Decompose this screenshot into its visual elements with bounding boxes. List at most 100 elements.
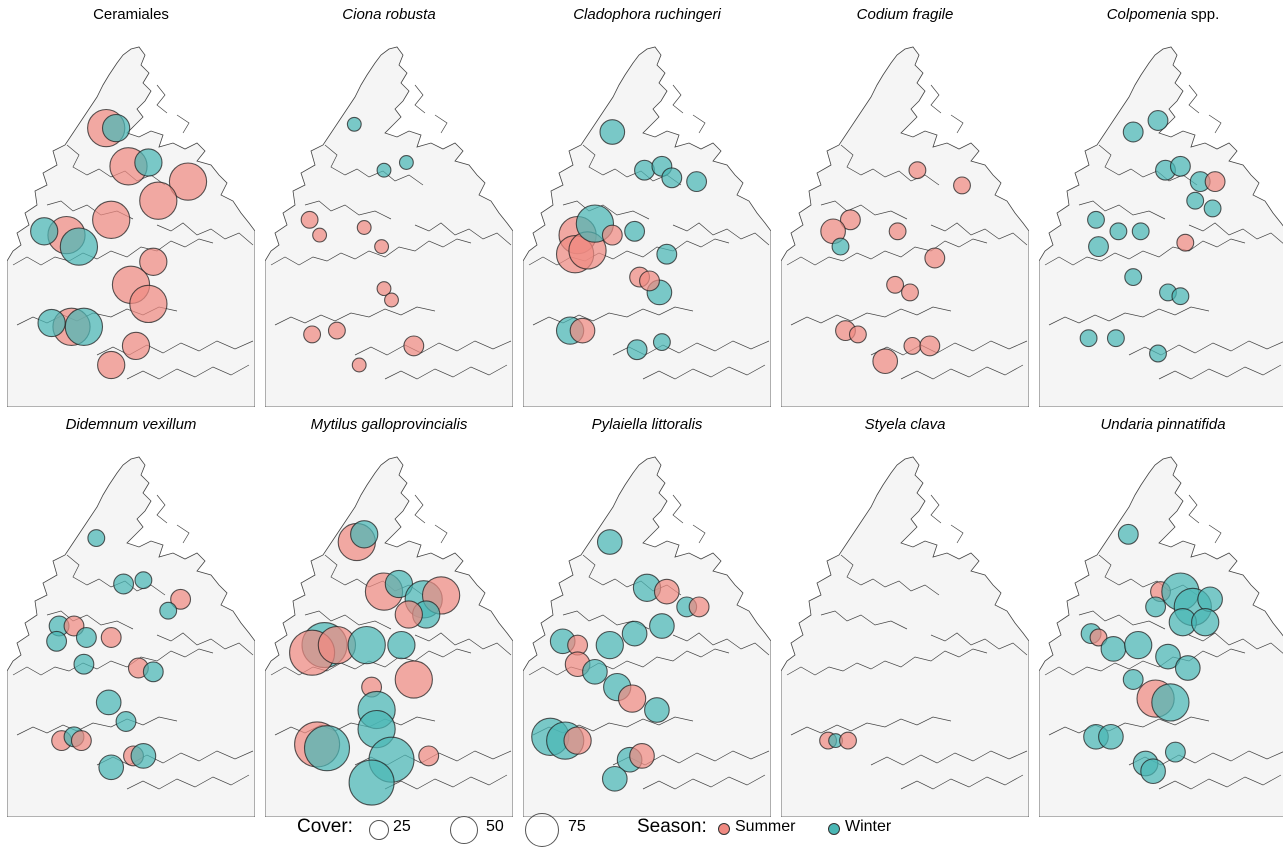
winter-cover-point	[1164, 741, 1186, 763]
coastline-contour	[786, 648, 988, 676]
coastline-contour	[1098, 144, 1198, 186]
winter-cover-point	[115, 711, 137, 732]
map-canvas	[523, 46, 771, 407]
winter-cover-point	[621, 620, 648, 647]
summer-cover-point	[908, 161, 927, 180]
summer-cover-point	[1089, 628, 1108, 647]
map-panel: Mytilus galloprovincialis	[265, 415, 513, 817]
winter-cover-point	[95, 689, 122, 716]
map-canvas	[781, 456, 1029, 817]
summer-cover-point	[303, 325, 322, 344]
coastline-contour	[434, 114, 448, 134]
coastline-contour	[126, 364, 250, 380]
winter-cover-point	[1122, 121, 1144, 143]
winter-cover-point	[59, 227, 99, 266]
winter-cover-point	[596, 529, 623, 555]
winter-cover-point	[1100, 636, 1127, 662]
coastline	[265, 46, 513, 407]
winter-cover-point	[1098, 723, 1124, 750]
coastline-contour	[582, 144, 682, 186]
winter-cover-point	[1203, 199, 1222, 218]
winter-cover-point	[1088, 236, 1109, 258]
coastline-contour	[414, 222, 512, 246]
species-name: Codium fragile	[856, 6, 954, 23]
summer-cover-point	[888, 222, 907, 241]
winter-cover-point	[73, 653, 95, 675]
coastline-contour	[840, 554, 940, 596]
summer-cover-point	[848, 325, 867, 344]
panel-title: Pylaiella littoralis	[523, 415, 771, 435]
winter-cover-point	[46, 630, 68, 652]
species-name: Undaria pinnatifida	[1100, 416, 1226, 433]
winter-cover-point	[634, 159, 655, 181]
summer-cover-point	[351, 357, 367, 373]
panel-title: Cladophora ruchingeri	[523, 5, 771, 25]
species-name: Ceramiales	[93, 6, 169, 23]
species-name: Didemnum vexillum	[65, 416, 197, 433]
winter-cover-point	[1122, 669, 1144, 690]
summer-cover-point	[121, 331, 151, 361]
map-panel: Ciona robusta	[265, 5, 513, 407]
panel-title: Ceramiales	[7, 5, 255, 25]
panel-title: Codium fragile	[781, 5, 1029, 25]
winter-cover-point	[1186, 191, 1205, 210]
coastline-contour	[642, 774, 766, 790]
summer-cover-point	[403, 335, 425, 357]
summer-swatch	[718, 823, 730, 835]
winter-cover-point	[350, 520, 379, 549]
coastline-contour	[1078, 200, 1166, 220]
summer-cover-point	[839, 209, 861, 231]
summer-cover-point	[129, 284, 168, 324]
coastline-contour	[1188, 494, 1200, 524]
summer-cover-point	[629, 743, 655, 769]
coastline-contour	[790, 306, 952, 326]
coastline-contour	[930, 494, 942, 524]
winter-cover-point	[37, 308, 66, 338]
coastline-contour	[434, 524, 448, 544]
summer-cover-point	[924, 247, 946, 269]
species-name: Pylaiella littoralis	[591, 416, 703, 433]
coastline-contour	[1208, 524, 1222, 544]
summer-cover-point	[901, 283, 919, 302]
panel-title: Mytilus galloprovincialis	[265, 415, 513, 435]
winter-label: Winter	[845, 818, 892, 835]
coastline-contour	[1188, 84, 1200, 114]
map-canvas	[265, 456, 513, 817]
winter-cover-point	[142, 661, 164, 683]
coastline-contour	[354, 340, 512, 356]
summer-cover-point	[1204, 171, 1226, 193]
summer-cover-point	[1176, 233, 1195, 252]
map-panel: Didemnum vexillum	[7, 415, 255, 817]
coastline-contour	[950, 114, 964, 134]
summer-cover-point	[872, 348, 899, 375]
coastline-contour	[642, 364, 766, 380]
summer-cover-point	[327, 321, 346, 340]
winter-cover-point	[1145, 596, 1167, 618]
coastline-contour	[528, 648, 730, 676]
summer-cover-point	[168, 162, 208, 201]
winter-cover-point	[101, 113, 131, 143]
species-name: Styela clava	[864, 416, 946, 433]
coastline-contour	[692, 524, 706, 544]
winter-cover-point	[626, 339, 648, 361]
species-name: Mytilus galloprovincialis	[310, 416, 468, 433]
winter-cover-point	[30, 217, 59, 246]
winter-cover-point	[649, 613, 675, 639]
summer-cover-point	[384, 292, 399, 308]
coastline-contour	[930, 222, 1028, 246]
coastline-contour	[672, 84, 684, 114]
coastline-contour	[156, 632, 254, 656]
winter-cover-point	[582, 658, 608, 685]
panel-title: Didemnum vexillum	[7, 415, 255, 435]
summer-cover-point	[92, 200, 131, 239]
species-name: Cladophora ruchingeri	[573, 6, 721, 23]
winter-cover-point	[1079, 329, 1098, 348]
winter-cover-point	[346, 116, 362, 132]
winter-cover-point	[1149, 344, 1167, 363]
summer-cover-point	[100, 627, 122, 648]
winter-cover-point	[1171, 287, 1190, 306]
coastline-contour	[1044, 648, 1246, 676]
summer-cover-point	[688, 596, 710, 618]
coastline-contour	[870, 340, 1028, 356]
coastline-contour	[46, 610, 134, 630]
